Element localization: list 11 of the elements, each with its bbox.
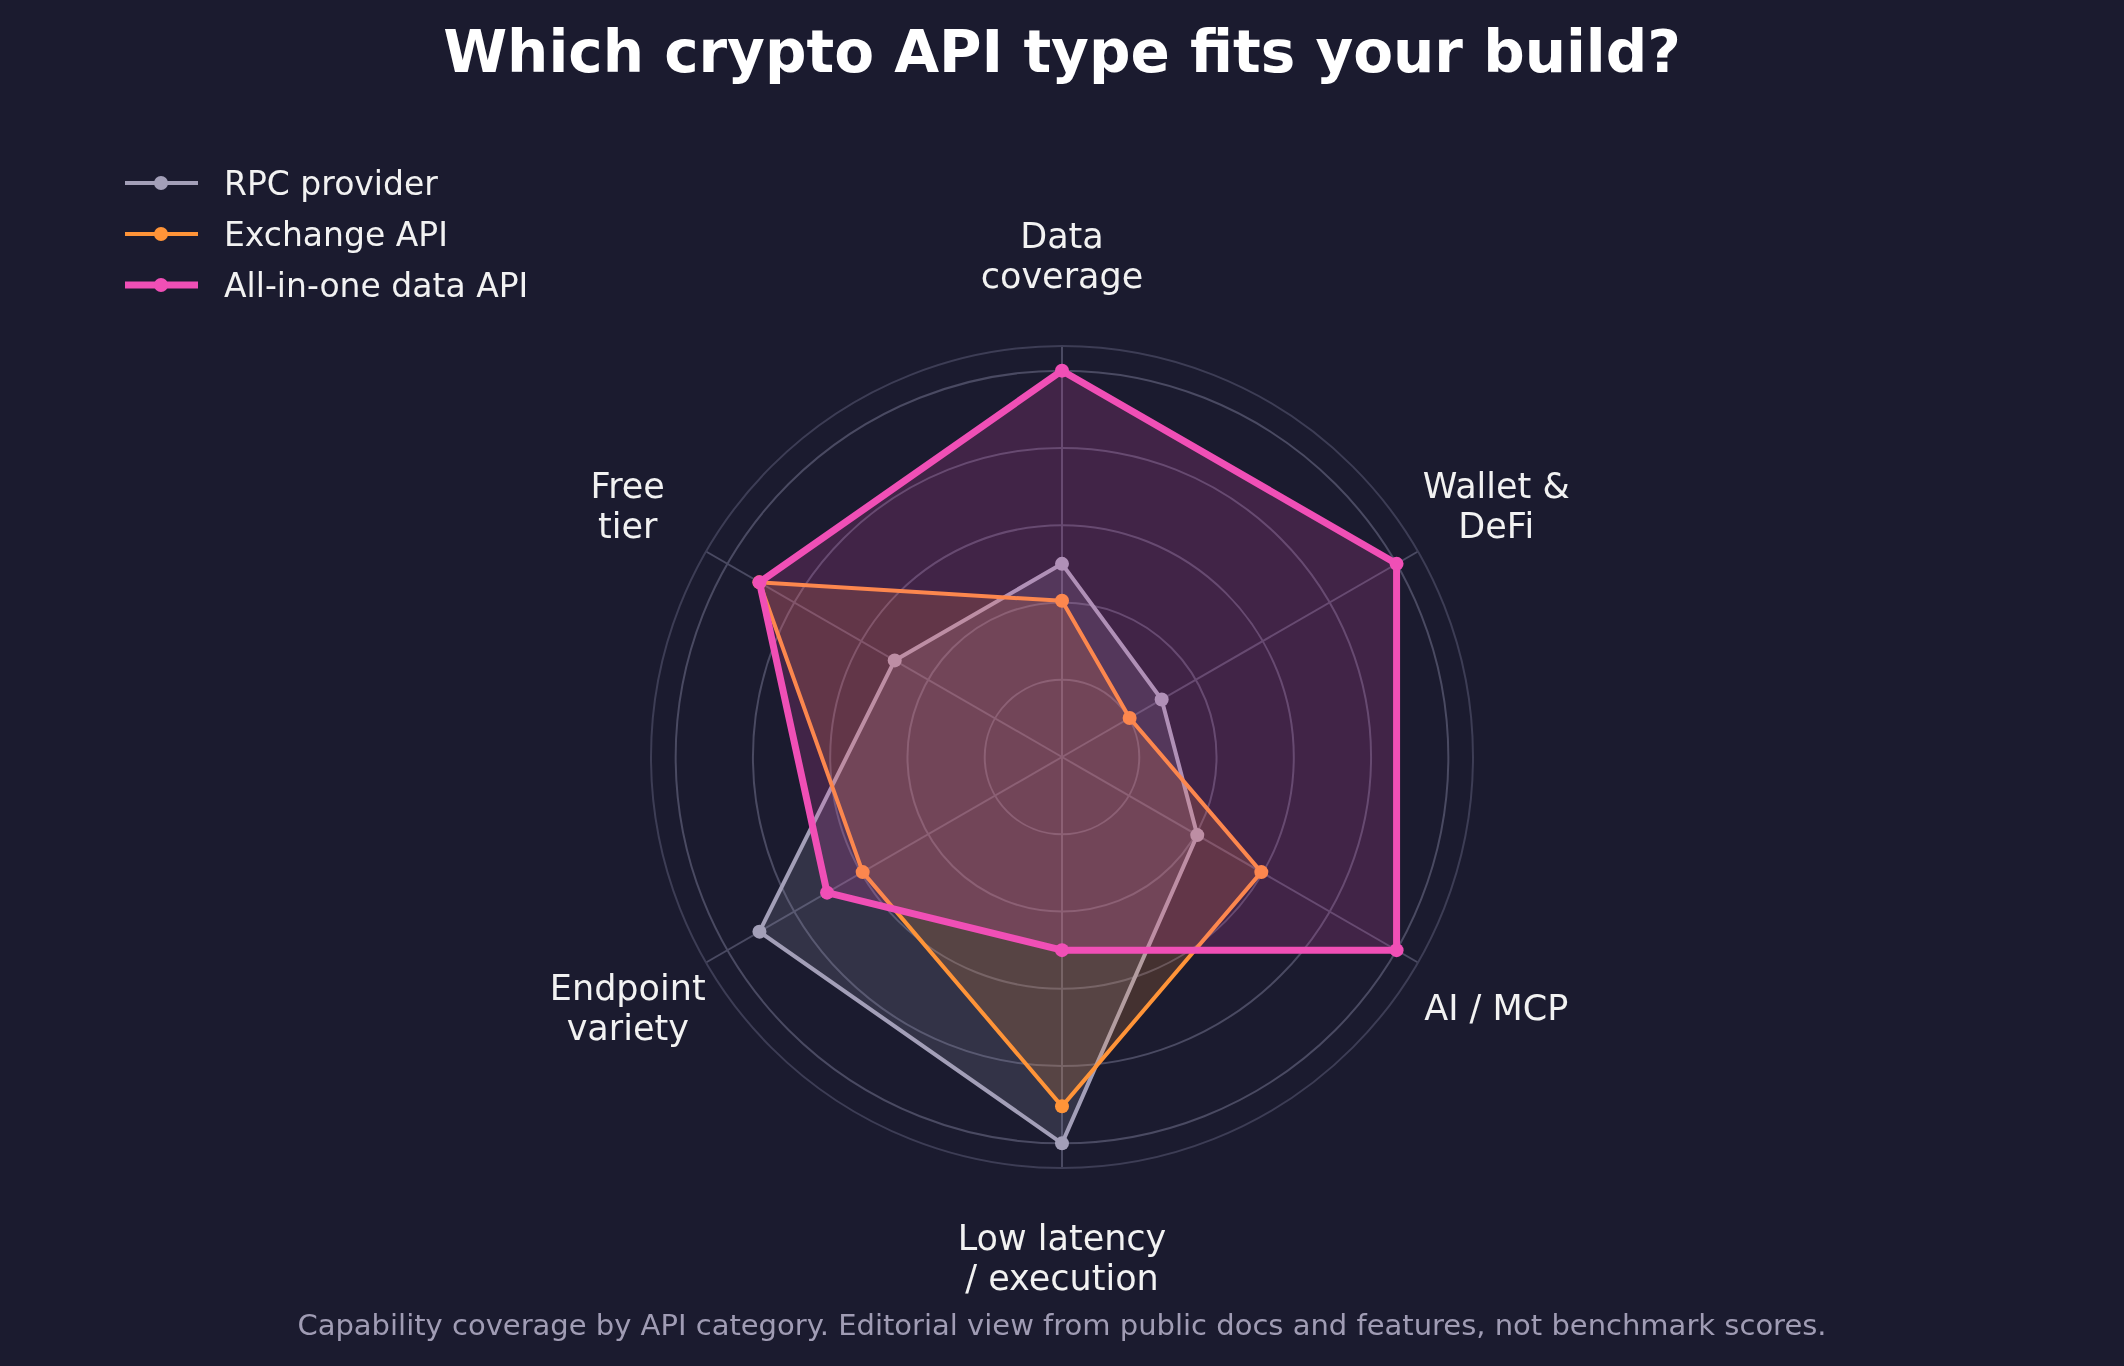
legend-label: All-in-one data API (224, 266, 529, 305)
chart-title: Which crypto API type fits your build? (443, 18, 1681, 86)
spoke-label: Data coverage (980, 215, 1144, 296)
spoke-label: AI / MCP (1424, 987, 1569, 1028)
spoke-label: Free tier (590, 466, 665, 547)
spoke-label: Low latency / execution (957, 1218, 1167, 1299)
spoke-label: Wallet & DeFi (1422, 466, 1570, 547)
text: Capability coverage by API category. Editorial view from public docs and features, not benchmark scores. (297, 1308, 1827, 1342)
legend-label: RPC provider (224, 164, 439, 203)
legend-label: Exchange API (224, 215, 448, 254)
spoke-label: Endpoint variety (549, 967, 706, 1048)
